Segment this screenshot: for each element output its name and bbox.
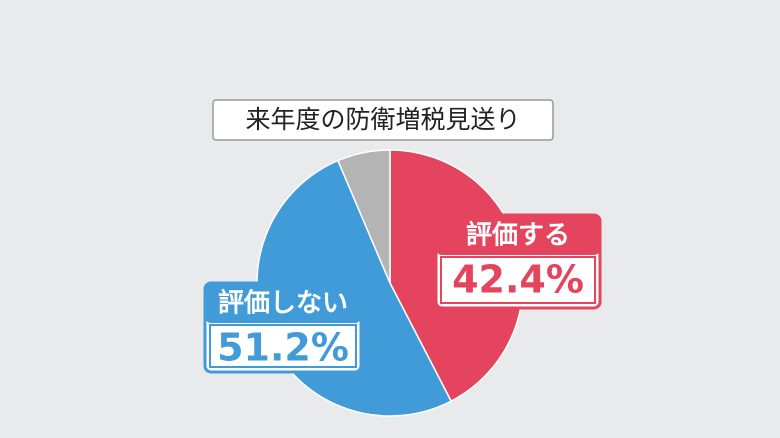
label-inset [440,256,596,304]
category-label: 評価しない [218,288,348,319]
pie-slice [336,149,391,284]
label-inset [209,324,357,368]
label-header [436,215,600,255]
value-label: 42.4% [452,258,584,302]
chart-title: 来年度の防衛増税見送り [245,105,520,134]
label-header [205,283,361,323]
category-label: 評価する [466,220,570,251]
title-box [212,99,554,141]
value-label: 51.2% [217,326,349,370]
